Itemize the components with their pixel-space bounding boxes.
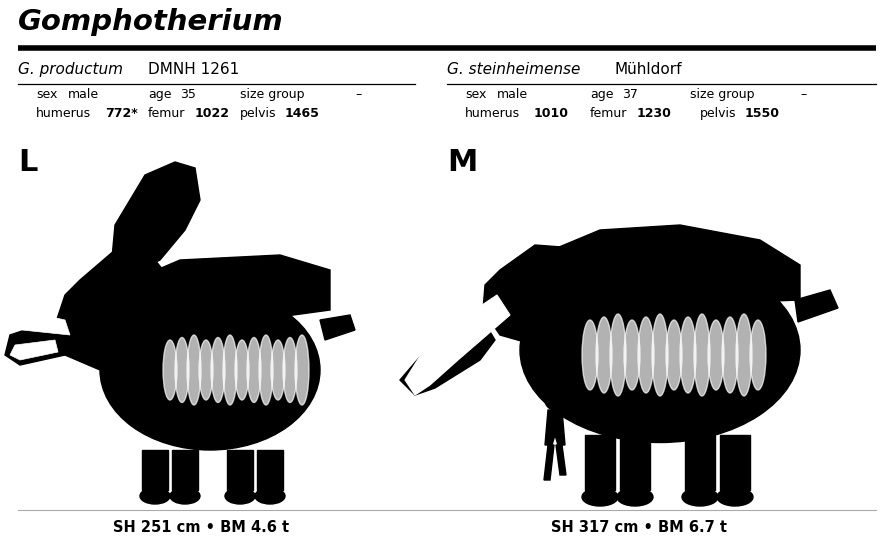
Ellipse shape bbox=[283, 338, 297, 403]
Polygon shape bbox=[320, 315, 355, 340]
Bar bbox=[685, 435, 715, 490]
Ellipse shape bbox=[235, 340, 249, 400]
Text: Gomphotherium: Gomphotherium bbox=[18, 8, 283, 36]
Polygon shape bbox=[10, 340, 58, 360]
Polygon shape bbox=[540, 225, 800, 310]
Bar bbox=[227, 450, 253, 490]
Ellipse shape bbox=[187, 335, 201, 405]
Ellipse shape bbox=[624, 320, 640, 390]
Ellipse shape bbox=[140, 488, 170, 504]
Bar bbox=[142, 450, 168, 490]
Polygon shape bbox=[5, 320, 80, 365]
Text: size group: size group bbox=[240, 88, 305, 101]
Text: 1022: 1022 bbox=[195, 107, 230, 120]
Bar bbox=[620, 435, 650, 490]
Ellipse shape bbox=[617, 488, 653, 506]
Polygon shape bbox=[483, 245, 590, 345]
Text: L: L bbox=[18, 148, 38, 177]
Ellipse shape bbox=[163, 340, 177, 400]
Text: DMNH 1261: DMNH 1261 bbox=[148, 62, 240, 77]
Text: SH 251 cm • BM 4.6 t: SH 251 cm • BM 4.6 t bbox=[113, 520, 290, 535]
Polygon shape bbox=[405, 295, 510, 395]
Text: 37: 37 bbox=[622, 88, 638, 101]
Ellipse shape bbox=[170, 488, 200, 504]
Ellipse shape bbox=[223, 335, 237, 405]
Text: –: – bbox=[355, 88, 361, 101]
Text: G. steinheimense: G. steinheimense bbox=[447, 62, 580, 77]
Ellipse shape bbox=[750, 320, 766, 390]
Text: 1465: 1465 bbox=[285, 107, 320, 120]
Text: size group: size group bbox=[690, 88, 755, 101]
Text: 35: 35 bbox=[180, 88, 196, 101]
Text: pelvis: pelvis bbox=[240, 107, 276, 120]
Polygon shape bbox=[125, 270, 200, 340]
Text: sex: sex bbox=[36, 88, 57, 101]
Bar bbox=[257, 450, 283, 490]
Ellipse shape bbox=[199, 340, 213, 400]
Polygon shape bbox=[795, 290, 838, 322]
Polygon shape bbox=[544, 445, 554, 480]
Ellipse shape bbox=[520, 257, 800, 442]
Text: –: – bbox=[800, 88, 806, 101]
Ellipse shape bbox=[638, 317, 654, 393]
Text: 1230: 1230 bbox=[637, 107, 672, 120]
Text: humerus: humerus bbox=[36, 107, 91, 120]
Ellipse shape bbox=[652, 314, 668, 396]
Text: femur: femur bbox=[590, 107, 628, 120]
Text: sex: sex bbox=[465, 88, 486, 101]
Text: 772*: 772* bbox=[105, 107, 138, 120]
Text: age: age bbox=[590, 88, 613, 101]
Ellipse shape bbox=[211, 338, 225, 403]
Polygon shape bbox=[55, 250, 175, 370]
Ellipse shape bbox=[255, 488, 285, 504]
Polygon shape bbox=[10, 310, 70, 335]
Text: Mühldorf: Mühldorf bbox=[614, 62, 681, 77]
Text: humerus: humerus bbox=[465, 107, 520, 120]
Text: male: male bbox=[497, 88, 528, 101]
Ellipse shape bbox=[610, 314, 626, 396]
Ellipse shape bbox=[582, 488, 618, 506]
Ellipse shape bbox=[680, 317, 696, 393]
Ellipse shape bbox=[582, 320, 598, 390]
Ellipse shape bbox=[225, 488, 255, 504]
Ellipse shape bbox=[694, 314, 710, 396]
Circle shape bbox=[545, 390, 565, 410]
Polygon shape bbox=[545, 410, 565, 445]
Ellipse shape bbox=[722, 317, 738, 393]
Ellipse shape bbox=[175, 338, 189, 403]
Ellipse shape bbox=[596, 317, 612, 393]
Text: 1010: 1010 bbox=[534, 107, 569, 120]
Ellipse shape bbox=[271, 340, 285, 400]
Text: age: age bbox=[148, 88, 172, 101]
Polygon shape bbox=[400, 320, 495, 395]
Ellipse shape bbox=[259, 335, 273, 405]
Ellipse shape bbox=[247, 338, 261, 403]
Text: male: male bbox=[68, 88, 99, 101]
Ellipse shape bbox=[100, 290, 320, 450]
Ellipse shape bbox=[295, 335, 309, 405]
Ellipse shape bbox=[717, 488, 753, 506]
Bar bbox=[585, 435, 615, 490]
Polygon shape bbox=[555, 260, 625, 325]
Text: SH 317 cm • BM 6.7 t: SH 317 cm • BM 6.7 t bbox=[552, 520, 727, 535]
Ellipse shape bbox=[708, 320, 724, 390]
Polygon shape bbox=[110, 162, 200, 280]
Bar bbox=[172, 450, 198, 490]
Ellipse shape bbox=[666, 320, 682, 390]
Text: femur: femur bbox=[148, 107, 185, 120]
Text: pelvis: pelvis bbox=[700, 107, 737, 120]
Polygon shape bbox=[556, 445, 566, 475]
Bar bbox=[720, 435, 750, 490]
Ellipse shape bbox=[736, 314, 752, 396]
Text: G. productum: G. productum bbox=[18, 62, 123, 77]
Text: M: M bbox=[447, 148, 477, 177]
Ellipse shape bbox=[682, 488, 718, 506]
Polygon shape bbox=[110, 255, 330, 340]
Text: 1550: 1550 bbox=[745, 107, 780, 120]
